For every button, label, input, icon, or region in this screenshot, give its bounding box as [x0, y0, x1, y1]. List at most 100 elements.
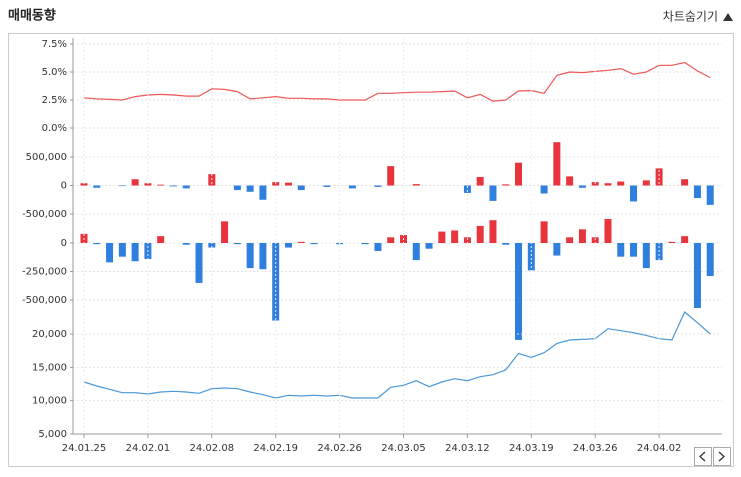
y-tick-label: 5,000 [38, 429, 67, 440]
bar [630, 243, 638, 257]
x-tick-label: 24.02.08 [190, 443, 235, 454]
bar [540, 185, 548, 194]
next-icon[interactable] [718, 451, 725, 462]
bar [374, 185, 382, 187]
bar [527, 243, 535, 271]
bar [323, 185, 331, 187]
bar [233, 243, 241, 245]
bar [284, 182, 292, 186]
bar [553, 243, 561, 256]
bar [553, 142, 561, 186]
x-tick-label: 24.01.25 [62, 443, 107, 454]
line [83, 61, 711, 102]
x-tick-label: 24.03.05 [381, 443, 426, 454]
bar [106, 243, 114, 263]
bar [476, 225, 484, 243]
bar [80, 183, 88, 186]
bar [157, 184, 165, 186]
prev-button[interactable] [694, 447, 712, 466]
y-tick-label: 500,000 [26, 152, 67, 163]
y-tick-label: 15,000 [32, 362, 67, 373]
bar [681, 236, 689, 243]
bar [463, 185, 471, 193]
bar [387, 237, 395, 243]
bar [617, 243, 625, 257]
bar [348, 185, 356, 189]
bar [169, 185, 177, 187]
x-tick-label: 24.02.19 [253, 443, 298, 454]
bar [693, 185, 701, 199]
bar [693, 243, 701, 308]
bar [118, 243, 126, 257]
y-tick-label: -250,000 [22, 267, 67, 278]
bar [284, 243, 292, 248]
bar [246, 185, 254, 192]
x-tick-label: 24.04.02 [637, 443, 682, 454]
bar [566, 176, 574, 186]
y-tick-label: 0 [61, 238, 67, 249]
bar [259, 243, 267, 270]
next-button[interactable] [713, 447, 731, 466]
bar [489, 220, 497, 243]
bar [195, 243, 203, 283]
bar [438, 231, 446, 243]
bar [221, 221, 229, 243]
x-tick-label: 24.02.26 [317, 443, 362, 454]
bar [463, 237, 471, 243]
bar [591, 237, 599, 243]
bar [144, 183, 152, 186]
bar [259, 185, 267, 200]
bar [502, 243, 510, 245]
y-tick-label: 5.0% [42, 67, 67, 78]
bar [642, 180, 650, 186]
y-tick-label: 0.0% [42, 123, 67, 134]
bar [578, 229, 586, 243]
bar [412, 184, 420, 186]
bar [297, 185, 305, 191]
bar [93, 243, 101, 245]
y-tick-label: 2.5% [42, 95, 67, 106]
y-tick-label: -500,000 [22, 295, 67, 306]
bar [617, 181, 625, 186]
x-tick-label: 24.03.12 [445, 443, 490, 454]
bar [668, 241, 676, 243]
bar [706, 185, 714, 205]
bar [540, 221, 548, 243]
bar [182, 185, 190, 189]
bar [578, 185, 586, 188]
bar [246, 243, 254, 269]
bar [451, 230, 459, 243]
bar [630, 185, 638, 202]
y-tick-label: 10,000 [32, 396, 67, 407]
bar [642, 243, 650, 269]
line [83, 311, 711, 399]
bar [157, 236, 165, 243]
bar [412, 243, 420, 261]
bar [706, 243, 714, 277]
bar [515, 243, 523, 340]
prev-icon[interactable] [699, 451, 706, 462]
bar [425, 243, 433, 249]
bar [476, 176, 484, 186]
chart-frame [8, 33, 734, 467]
bar [118, 185, 126, 187]
bar [566, 237, 574, 243]
bar [387, 166, 395, 186]
bar [655, 168, 663, 186]
bar [208, 243, 216, 248]
bar [182, 243, 190, 245]
bar [131, 179, 139, 186]
bar [502, 184, 510, 186]
bar [131, 243, 139, 262]
bar [515, 162, 523, 186]
toggle-arrow[interactable] [723, 13, 733, 21]
bar [604, 183, 612, 186]
bar [604, 219, 612, 243]
bar [233, 185, 241, 191]
bar [93, 185, 101, 188]
bar [297, 241, 305, 243]
y-tick-label: 0 [61, 181, 67, 192]
bar [310, 243, 318, 245]
toggle-button[interactable]: 차트숨기기 [663, 10, 718, 24]
